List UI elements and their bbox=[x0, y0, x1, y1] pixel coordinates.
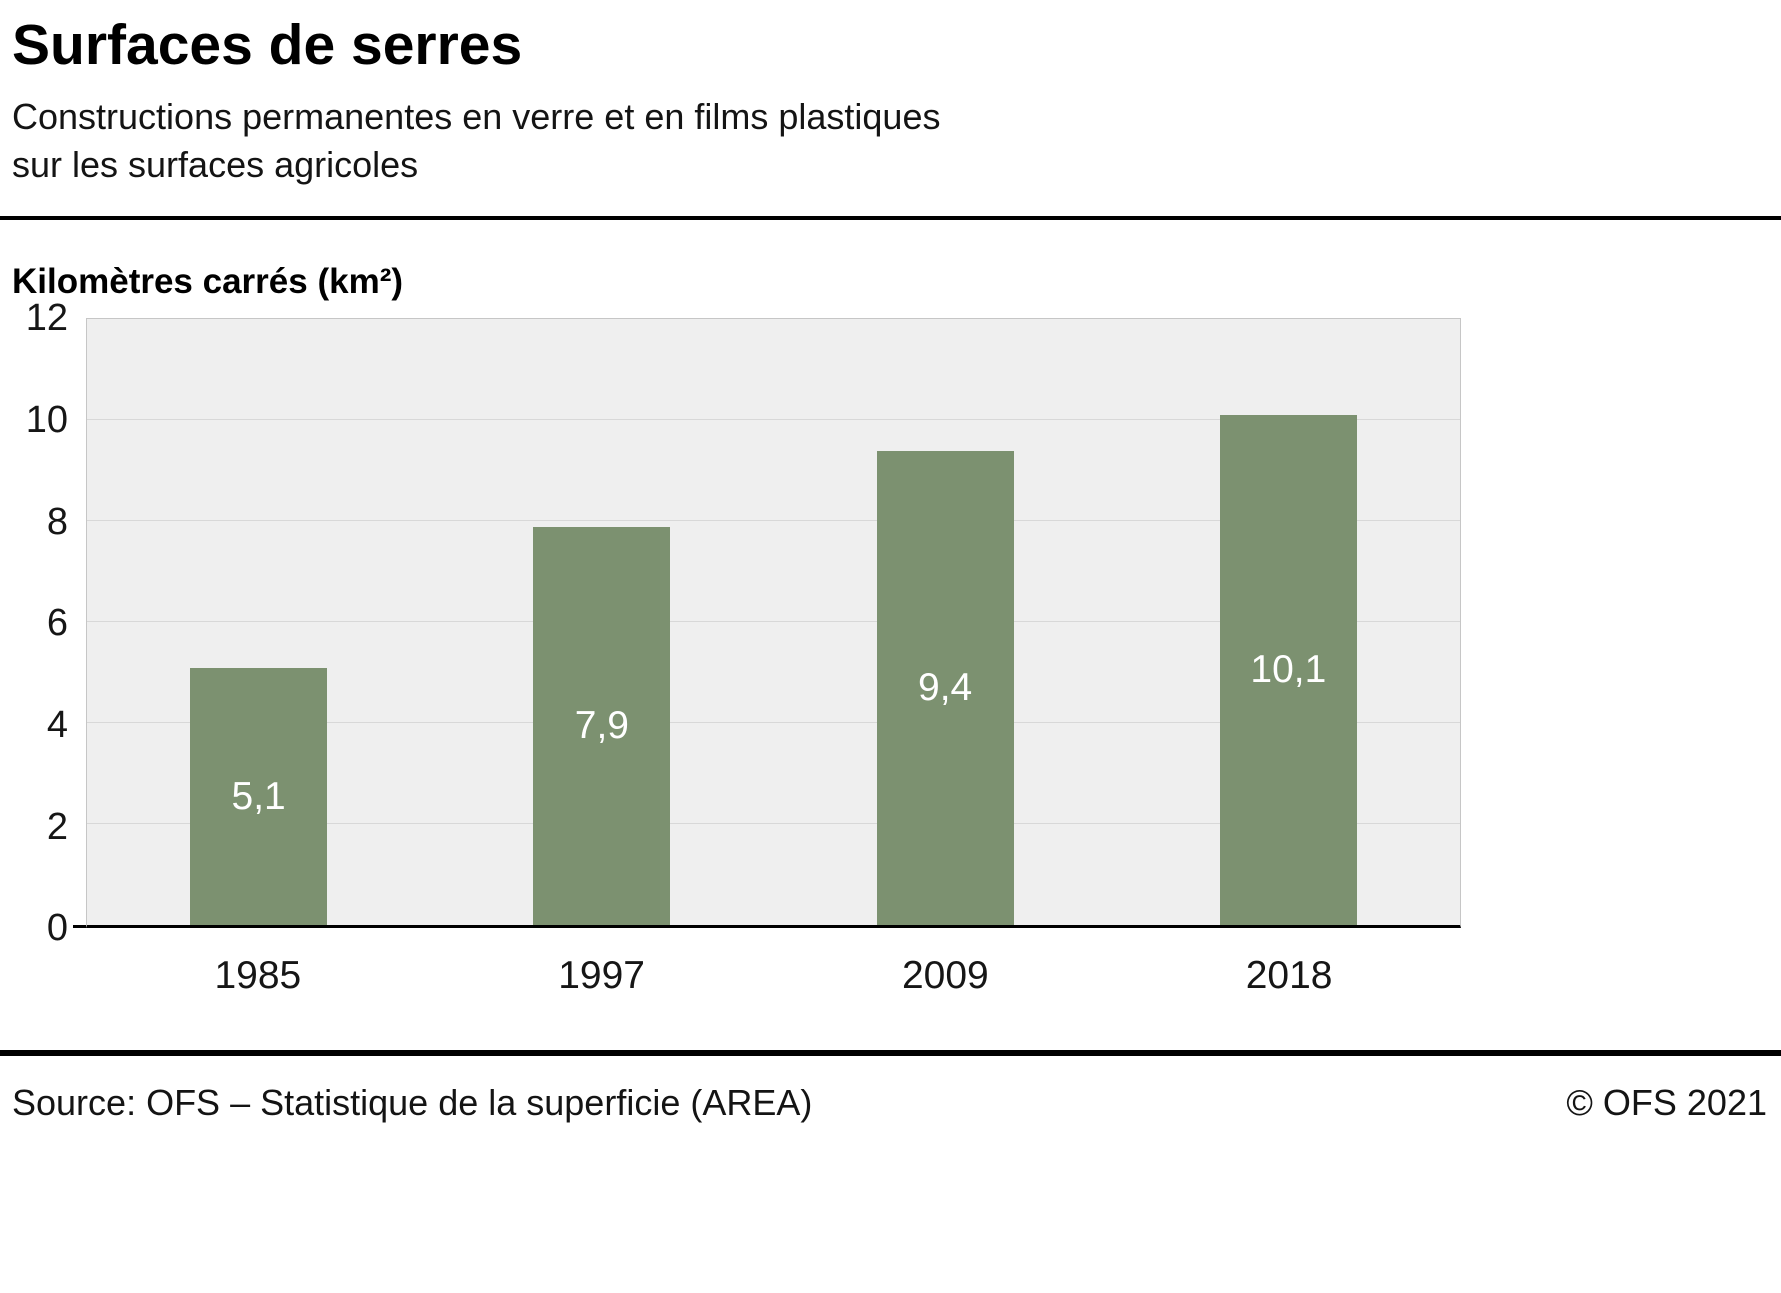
x-axis: 1985 1997 2009 2018 bbox=[86, 954, 1461, 998]
subtitle-line-1: Constructions permanentes en verre et en… bbox=[12, 95, 941, 137]
bar-slot-1997: 7,9 bbox=[430, 319, 773, 926]
y-tick-label-8: 8 bbox=[46, 500, 68, 543]
x-tick-label-1997: 1997 bbox=[558, 954, 645, 998]
chart-subtitle: Constructions permanentes en verre et en… bbox=[12, 93, 1765, 189]
bar-2009: 9,4 bbox=[876, 450, 1014, 926]
bar-2018: 10,1 bbox=[1219, 415, 1357, 926]
bar-1985: 5,1 bbox=[190, 667, 328, 926]
x-tick-label-2018: 2018 bbox=[1245, 954, 1333, 998]
header: Surfaces de serres Constructions permane… bbox=[0, 0, 1781, 188]
gridline-2 bbox=[87, 823, 1460, 825]
y-axis: 0 2 4 6 8 10 12 bbox=[0, 299, 86, 947]
zero-tick-mark bbox=[73, 925, 86, 929]
bar-value-label-1985: 5,1 bbox=[231, 774, 286, 818]
chart-title: Surfaces de serres bbox=[12, 13, 523, 77]
bar-value-label-1997: 7,9 bbox=[574, 703, 629, 747]
x-tick-label-2009: 2009 bbox=[901, 954, 989, 998]
y-tick-label-2: 2 bbox=[46, 805, 68, 848]
y-tick-label-6: 6 bbox=[46, 602, 68, 645]
source-text: Source: OFS – Statistique de la superfic… bbox=[12, 1082, 813, 1124]
plot-column: 5,1 7,9 9,4 10,1 1985 1997 2009 2018 bbox=[86, 318, 1461, 998]
plot-area: 5,1 7,9 9,4 10,1 bbox=[86, 318, 1461, 929]
bar-value-label-2018: 10,1 bbox=[1250, 648, 1327, 692]
top-divider-rule bbox=[0, 216, 1781, 221]
y-axis-unit-label: Kilomètres carrés (km²) bbox=[12, 262, 403, 302]
bar-value-label-2009: 9,4 bbox=[918, 666, 973, 710]
bar-chart: 0 2 4 6 8 10 12 5,1 7,9 9,4 10,1 1985 1997 2009 2018 bbox=[0, 299, 1461, 998]
y-tick-label-0: 0 bbox=[46, 907, 68, 950]
footer: Source: OFS – Statistique de la superfic… bbox=[0, 1056, 1781, 1124]
copyright-text: © OFS 2021 bbox=[1566, 1082, 1767, 1124]
bar-slot-2018: 10,1 bbox=[1117, 319, 1460, 926]
gridline-8 bbox=[87, 520, 1460, 522]
bar-1997: 7,9 bbox=[533, 526, 671, 926]
y-tick-label-10: 10 bbox=[25, 399, 68, 442]
y-tick-label-12: 12 bbox=[25, 297, 68, 340]
bottom-divider-rule bbox=[0, 1050, 1781, 1057]
gridline-6 bbox=[87, 621, 1460, 623]
subtitle-line-2: sur les surfaces agricoles bbox=[12, 143, 419, 185]
x-tick-label-1985: 1985 bbox=[214, 954, 302, 998]
y-tick-label-4: 4 bbox=[46, 704, 68, 747]
gridline-10 bbox=[87, 419, 1460, 421]
bar-slot-1985: 5,1 bbox=[87, 319, 430, 926]
bar-slot-2009: 9,4 bbox=[774, 319, 1117, 926]
gridline-4 bbox=[87, 722, 1460, 724]
